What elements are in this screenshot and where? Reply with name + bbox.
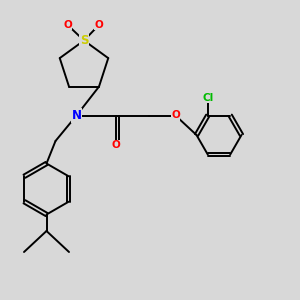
Text: Cl: Cl [202,92,213,103]
Text: O: O [171,110,180,121]
Text: O: O [94,20,103,30]
Text: O: O [63,20,72,30]
Text: O: O [111,140,120,151]
Text: S: S [80,34,88,47]
Text: N: N [71,109,82,122]
